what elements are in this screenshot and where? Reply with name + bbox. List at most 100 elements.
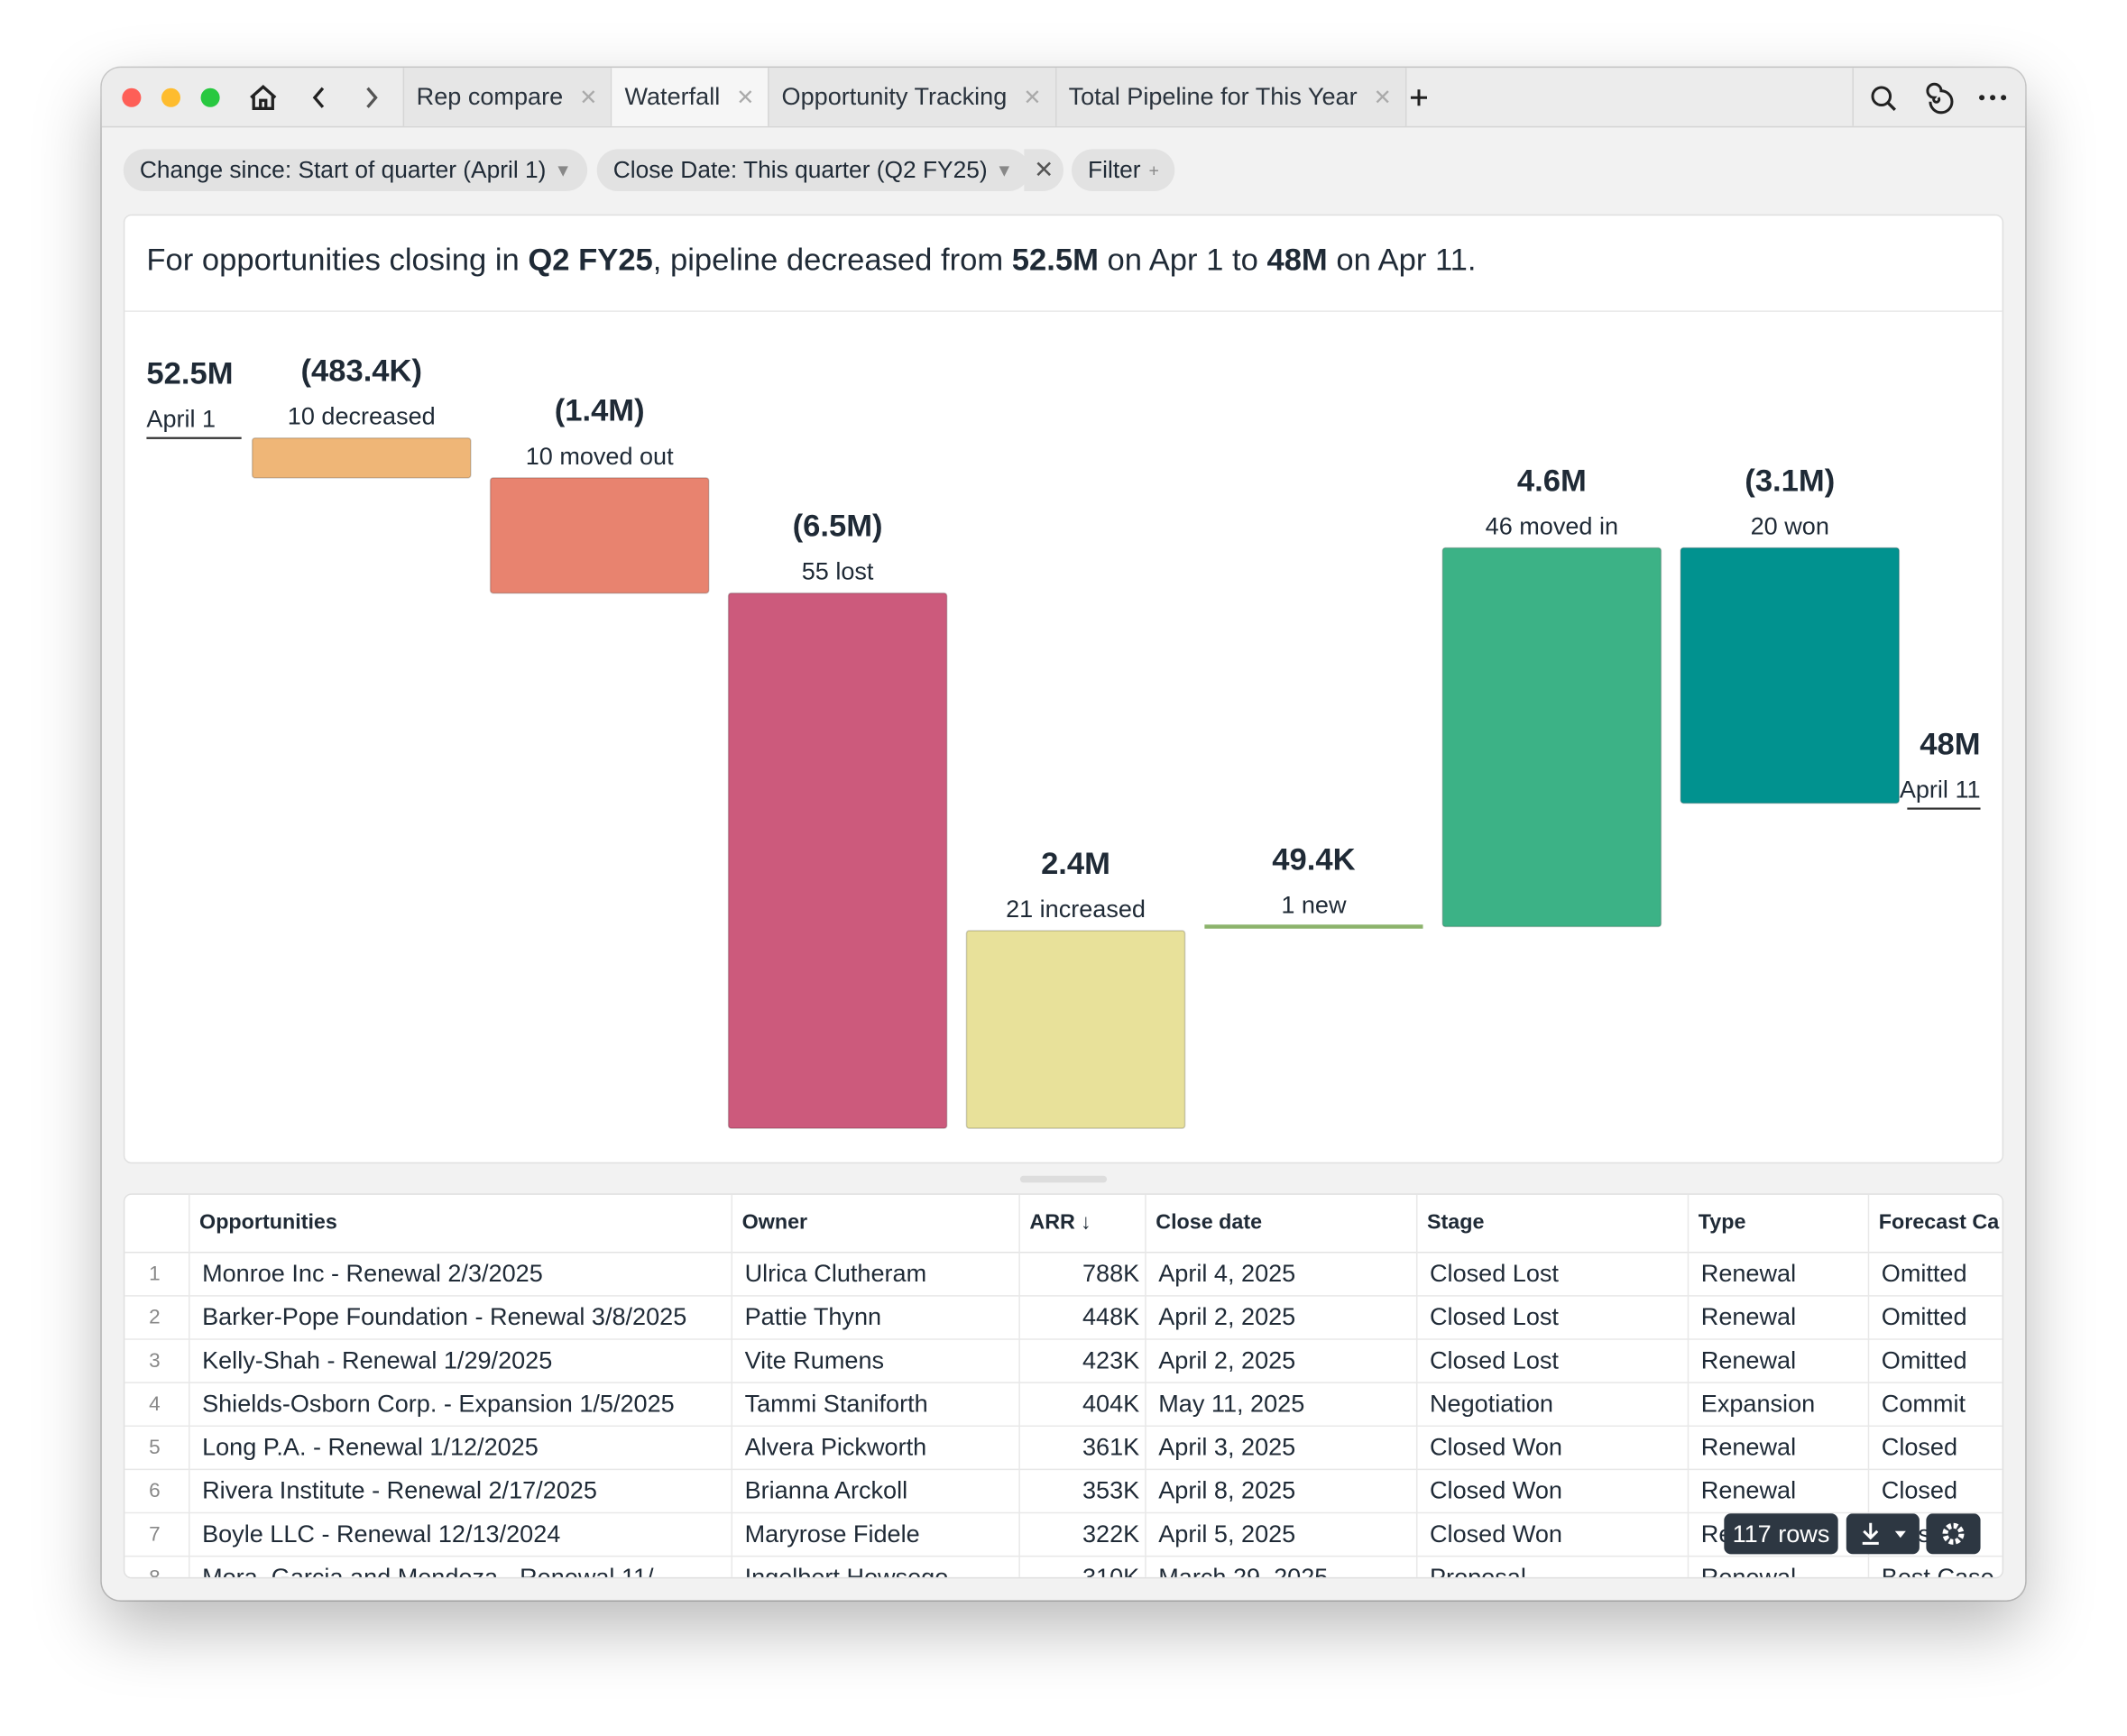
row-divider xyxy=(124,1555,2003,1557)
add-icon: + xyxy=(1148,160,1159,181)
tab-close[interactable]: ✕ xyxy=(1023,86,1042,110)
bar xyxy=(1680,547,1901,804)
tab-close[interactable]: ✕ xyxy=(736,86,755,110)
cell[interactable]: Boyle LLC - Renewal 12/13/2024 xyxy=(202,1520,561,1548)
cell: Omitted xyxy=(1881,1303,1967,1331)
start-label: April 1 xyxy=(146,406,216,433)
row-number: 3 xyxy=(149,1349,161,1373)
cell: Vite Rumens xyxy=(744,1346,885,1374)
window: Rep compare ✕ Waterfall ✕ Opportunity Tracki… xyxy=(101,68,2026,1601)
column-divider xyxy=(189,1194,190,1577)
cell: April 2, 2025 xyxy=(1158,1346,1296,1374)
column-header-text: Stage xyxy=(1426,1210,1485,1235)
summary-part: on Apr 1 to xyxy=(1098,241,1267,277)
tab-end xyxy=(1404,68,1407,126)
zoom-button[interactable] xyxy=(200,87,220,107)
tab-close[interactable]: ✕ xyxy=(1373,86,1392,110)
bar xyxy=(251,436,472,479)
cell: Renewal xyxy=(1700,1563,1797,1579)
row-divider xyxy=(124,1382,2003,1383)
end-value: 48M xyxy=(1920,727,1980,761)
cell: Negotiation xyxy=(1430,1390,1553,1418)
cell[interactable]: Barker-Pope Foundation - Renewal 3/8/202… xyxy=(202,1303,687,1331)
filter-label: Filter xyxy=(1088,155,1141,184)
column-header[interactable]: Type xyxy=(1699,1211,1863,1235)
tab[interactable]: Waterfall ✕ xyxy=(611,68,769,126)
value-label: (483.4K) xyxy=(300,354,422,389)
category-label: 10 moved out xyxy=(526,443,674,470)
cell: 322K xyxy=(1082,1520,1140,1548)
row-divider xyxy=(124,1468,2003,1471)
tab-title: Rep compare xyxy=(416,82,564,110)
cell[interactable]: Monroe Inc - Renewal 2/3/2025 xyxy=(202,1260,543,1288)
column-header[interactable]: Stage xyxy=(1427,1211,1682,1235)
filter-chip[interactable]: Change since: Start of quarter (April 1)… xyxy=(123,149,588,192)
close-button[interactable] xyxy=(122,87,142,107)
cell: Renewal xyxy=(1700,1303,1797,1331)
more-dot[interactable] xyxy=(2001,95,2007,101)
back-icon[interactable] xyxy=(312,87,325,108)
cell: Ingelbert Howsego xyxy=(744,1563,949,1579)
minimize-button[interactable] xyxy=(161,87,181,107)
cell: Renewal xyxy=(1700,1433,1797,1461)
tab[interactable]: Opportunity Tracking ✕ xyxy=(768,68,1055,126)
new-tab-icon[interactable] xyxy=(1410,89,1427,106)
resize-handle[interactable] xyxy=(1019,1175,1108,1183)
column-divider xyxy=(1145,1194,1146,1577)
search-icon[interactable] xyxy=(1871,86,1892,107)
cell: May 11, 2025 xyxy=(1158,1390,1305,1418)
value-label: 4.6M xyxy=(1517,464,1587,498)
column-header-text: Forecast Cate xyxy=(1878,1210,2000,1235)
row-number: 1 xyxy=(149,1263,161,1286)
clear-filter[interactable]: ✕ xyxy=(1024,149,1064,192)
value-label: (1.4M) xyxy=(555,394,645,428)
row-divider xyxy=(124,1338,2003,1340)
category-label: 21 increased xyxy=(1006,896,1146,923)
more-dot[interactable] xyxy=(1990,95,1996,101)
row-number: 5 xyxy=(149,1436,161,1460)
cell[interactable]: Kelly-Shah - Renewal 1/29/2025 xyxy=(202,1346,553,1374)
tab[interactable]: Rep compare ✕ xyxy=(402,68,612,126)
row-number: 2 xyxy=(149,1306,161,1329)
spiral-icon[interactable] xyxy=(1926,82,1954,115)
forward-icon[interactable] xyxy=(366,87,378,108)
waterfall-chart: 52.5M April 1 (483.4K) 10 decreased (1.4M) 10… xyxy=(146,354,1981,1129)
cell[interactable]: Rivera Institute - Renewal 2/17/2025 xyxy=(202,1476,597,1504)
cell: Renewal xyxy=(1700,1260,1797,1288)
cell: Closed xyxy=(1881,1433,1958,1461)
column-header[interactable]: Opportunities xyxy=(199,1211,725,1235)
tab-title: Opportunity Tracking xyxy=(781,82,1008,110)
value-label: 49.4K xyxy=(1272,842,1355,877)
row-number: 7 xyxy=(149,1522,161,1547)
filter-label: Close Date: This quarter (Q2 FY25) xyxy=(612,155,988,184)
filter-chip[interactable]: Close Date: This quarter (Q2 FY25) ▼ xyxy=(596,149,1030,192)
row-divider xyxy=(124,1511,2003,1514)
tab-title: Total Pipeline for This Year xyxy=(1068,82,1358,110)
cell: April 8, 2025 xyxy=(1158,1476,1296,1504)
cell[interactable]: Shields-Osborn Corp. - Expansion 1/5/202… xyxy=(202,1390,675,1418)
column-header[interactable]: ARR ↓ xyxy=(1029,1211,1139,1235)
cell: 310K xyxy=(1082,1563,1140,1579)
cell: Closed xyxy=(1881,1476,1958,1504)
cell[interactable]: Mora, Garcia and Mendoza - Renewal 11/ xyxy=(202,1563,654,1579)
column-header-text: Opportunities xyxy=(199,1210,337,1235)
bar xyxy=(727,592,948,1129)
cell[interactable]: Long P.A. - Renewal 1/12/2025 xyxy=(202,1433,539,1461)
settings-button[interactable] xyxy=(1926,1513,1981,1555)
cell: Pattie Thynn xyxy=(744,1303,882,1331)
column-header[interactable]: Forecast Cate xyxy=(1879,1211,2000,1235)
cell: Renewal xyxy=(1700,1346,1797,1374)
download-button[interactable] xyxy=(1846,1513,1920,1555)
cell: Closed Won xyxy=(1430,1520,1562,1548)
tab[interactable]: Total Pipeline for This Year ✕ xyxy=(1054,68,1405,126)
home-icon[interactable] xyxy=(250,85,277,110)
bar xyxy=(1441,547,1662,928)
column-header[interactable]: Owner xyxy=(742,1211,1014,1235)
value-label: 2.4M xyxy=(1041,847,1110,881)
column-header[interactable]: Close date xyxy=(1156,1211,1411,1235)
filter-chip[interactable]: Filter + xyxy=(1072,149,1176,192)
tab-close[interactable]: ✕ xyxy=(579,86,598,110)
more-dot[interactable] xyxy=(1979,95,1985,101)
cell: 423K xyxy=(1082,1346,1140,1374)
